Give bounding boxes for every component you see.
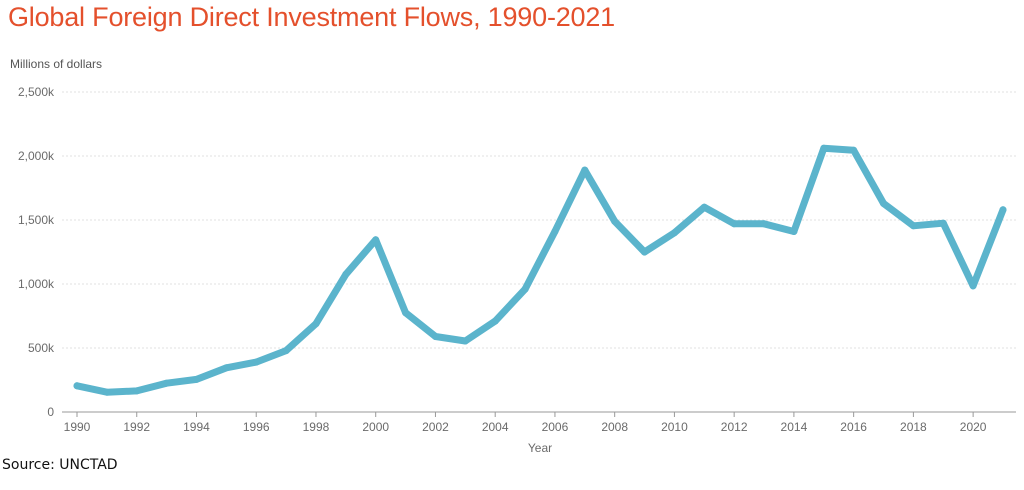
x-tick-label: 2018 bbox=[900, 420, 927, 434]
data-point bbox=[372, 236, 380, 244]
data-point bbox=[133, 387, 141, 395]
data-point bbox=[282, 347, 290, 355]
data-point bbox=[880, 199, 887, 207]
data-point bbox=[342, 270, 350, 278]
data-point bbox=[312, 320, 320, 328]
x-axis-tick-labels: 1990 1992 1994 1996 1998 2000 2002 2004 2006 2008… bbox=[64, 412, 987, 434]
data-point bbox=[909, 222, 917, 230]
x-tick-label: 1998 bbox=[303, 420, 330, 434]
data-point bbox=[730, 220, 738, 228]
data-point bbox=[850, 146, 858, 154]
y-tick-label: 1,000k bbox=[18, 277, 55, 291]
fdi-series-line bbox=[73, 144, 1007, 396]
data-point bbox=[700, 203, 708, 211]
data-point bbox=[760, 220, 768, 228]
data-point bbox=[402, 309, 410, 317]
x-tick-label: 1996 bbox=[243, 420, 270, 434]
data-point bbox=[999, 206, 1007, 214]
x-tick-label: 2016 bbox=[840, 420, 867, 434]
gridlines bbox=[62, 91, 1016, 413]
data-point bbox=[551, 228, 559, 235]
x-tick-label: 1994 bbox=[183, 420, 210, 434]
x-tick-label: 2014 bbox=[781, 420, 808, 434]
x-tick-label: 2000 bbox=[362, 420, 389, 434]
x-tick-label: 2008 bbox=[601, 420, 628, 434]
y-tick-label: 0 bbox=[47, 405, 54, 419]
data-point bbox=[103, 388, 111, 396]
y-tick-label: 2,500k bbox=[18, 85, 55, 99]
data-point bbox=[461, 337, 469, 345]
y-tick-label: 2,000k bbox=[18, 149, 55, 163]
data-point bbox=[790, 228, 798, 235]
x-tick-label: 2006 bbox=[542, 420, 569, 434]
data-point bbox=[969, 282, 977, 290]
y-axis-tick-labels: 0 500k 1,000k 1,500k 2,000k 2,500k bbox=[18, 85, 55, 419]
data-point bbox=[432, 333, 439, 340]
x-tick-label: 2010 bbox=[661, 420, 688, 434]
x-tick-label: 2020 bbox=[960, 420, 987, 434]
data-point bbox=[641, 248, 648, 256]
x-tick-label: 1990 bbox=[64, 420, 91, 434]
y-axis-unit-label: Millions of dollars bbox=[10, 57, 103, 71]
data-point bbox=[163, 379, 171, 387]
data-point bbox=[252, 358, 260, 366]
data-point bbox=[491, 317, 499, 325]
x-axis-label: Year bbox=[528, 441, 552, 455]
x-tick-label: 2002 bbox=[422, 420, 449, 434]
x-tick-label: 1992 bbox=[123, 420, 150, 434]
x-tick-label: 2012 bbox=[721, 420, 748, 434]
data-point bbox=[521, 285, 529, 293]
chart-title: Global Foreign Direct Investment Flows, … bbox=[8, 2, 615, 32]
data-point bbox=[939, 219, 947, 227]
data-point bbox=[73, 382, 81, 390]
y-tick-label: 500k bbox=[28, 341, 55, 355]
data-series bbox=[73, 144, 1007, 396]
y-tick-label: 1,500k bbox=[18, 213, 55, 227]
data-point bbox=[670, 229, 678, 237]
data-point bbox=[222, 364, 230, 372]
data-point bbox=[820, 144, 828, 152]
x-tick-label: 2004 bbox=[482, 420, 509, 434]
data-point bbox=[611, 217, 619, 225]
source-note: Source: UNCTAD bbox=[2, 457, 118, 473]
data-point bbox=[581, 166, 589, 174]
data-point bbox=[193, 375, 200, 383]
